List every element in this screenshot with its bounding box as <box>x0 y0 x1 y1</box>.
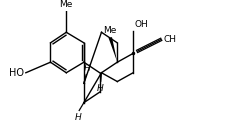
Text: Me: Me <box>60 0 73 9</box>
Polygon shape <box>108 37 117 62</box>
Text: H: H <box>97 84 104 93</box>
Text: H: H <box>84 64 91 73</box>
Text: HO: HO <box>9 68 24 78</box>
Text: H: H <box>74 113 81 122</box>
Text: CH: CH <box>164 35 177 44</box>
Text: Me: Me <box>103 26 116 36</box>
Text: OH: OH <box>134 20 148 29</box>
